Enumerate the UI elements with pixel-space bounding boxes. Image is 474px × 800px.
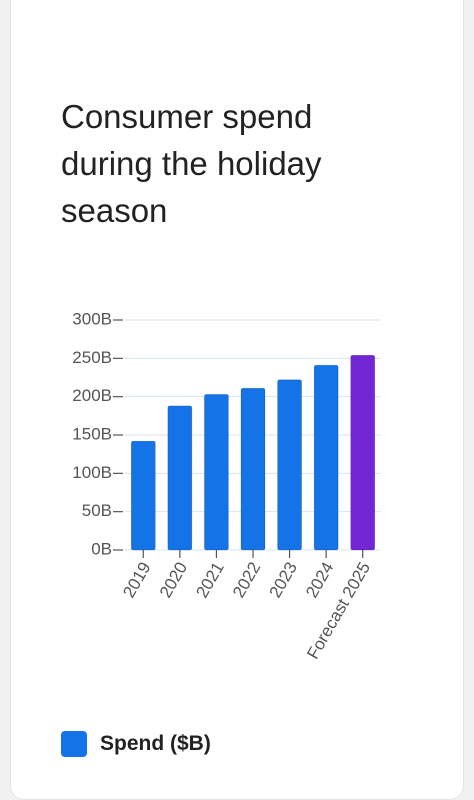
legend-swatch [61, 731, 87, 757]
y-tick-label: 150B [72, 424, 112, 443]
bar [350, 354, 376, 551]
bar [313, 364, 339, 551]
x-tick-label: 2024 [302, 559, 337, 601]
x-tick-label: 2020 [156, 559, 191, 601]
legend-label: Spend ($B) [100, 732, 211, 755]
bar [277, 379, 302, 551]
bar [167, 405, 193, 551]
y-tick-label: 200B [72, 386, 112, 405]
page: {"chart_data": {"type": "bar", "title": … [10, 0, 464, 800]
bar [130, 440, 156, 551]
x-tick-label: 2021 [192, 559, 227, 601]
chart-title: Consumer spend during the holiday season [61, 98, 322, 229]
x-tick-label: 2023 [266, 559, 301, 601]
x-tick-label: 2022 [229, 559, 264, 601]
y-tick-label: 0B [91, 539, 112, 558]
bar [204, 394, 229, 551]
legend: Spend ($B) [61, 731, 211, 757]
bar [240, 387, 266, 551]
y-tick-label: 50B [82, 501, 112, 520]
y-tick-label: 250B [72, 348, 112, 367]
x-tick-label: 2019 [119, 559, 154, 601]
card [10, 0, 464, 800]
y-tick-label: 100B [72, 463, 112, 482]
y-tick-label: 300B [72, 309, 112, 328]
